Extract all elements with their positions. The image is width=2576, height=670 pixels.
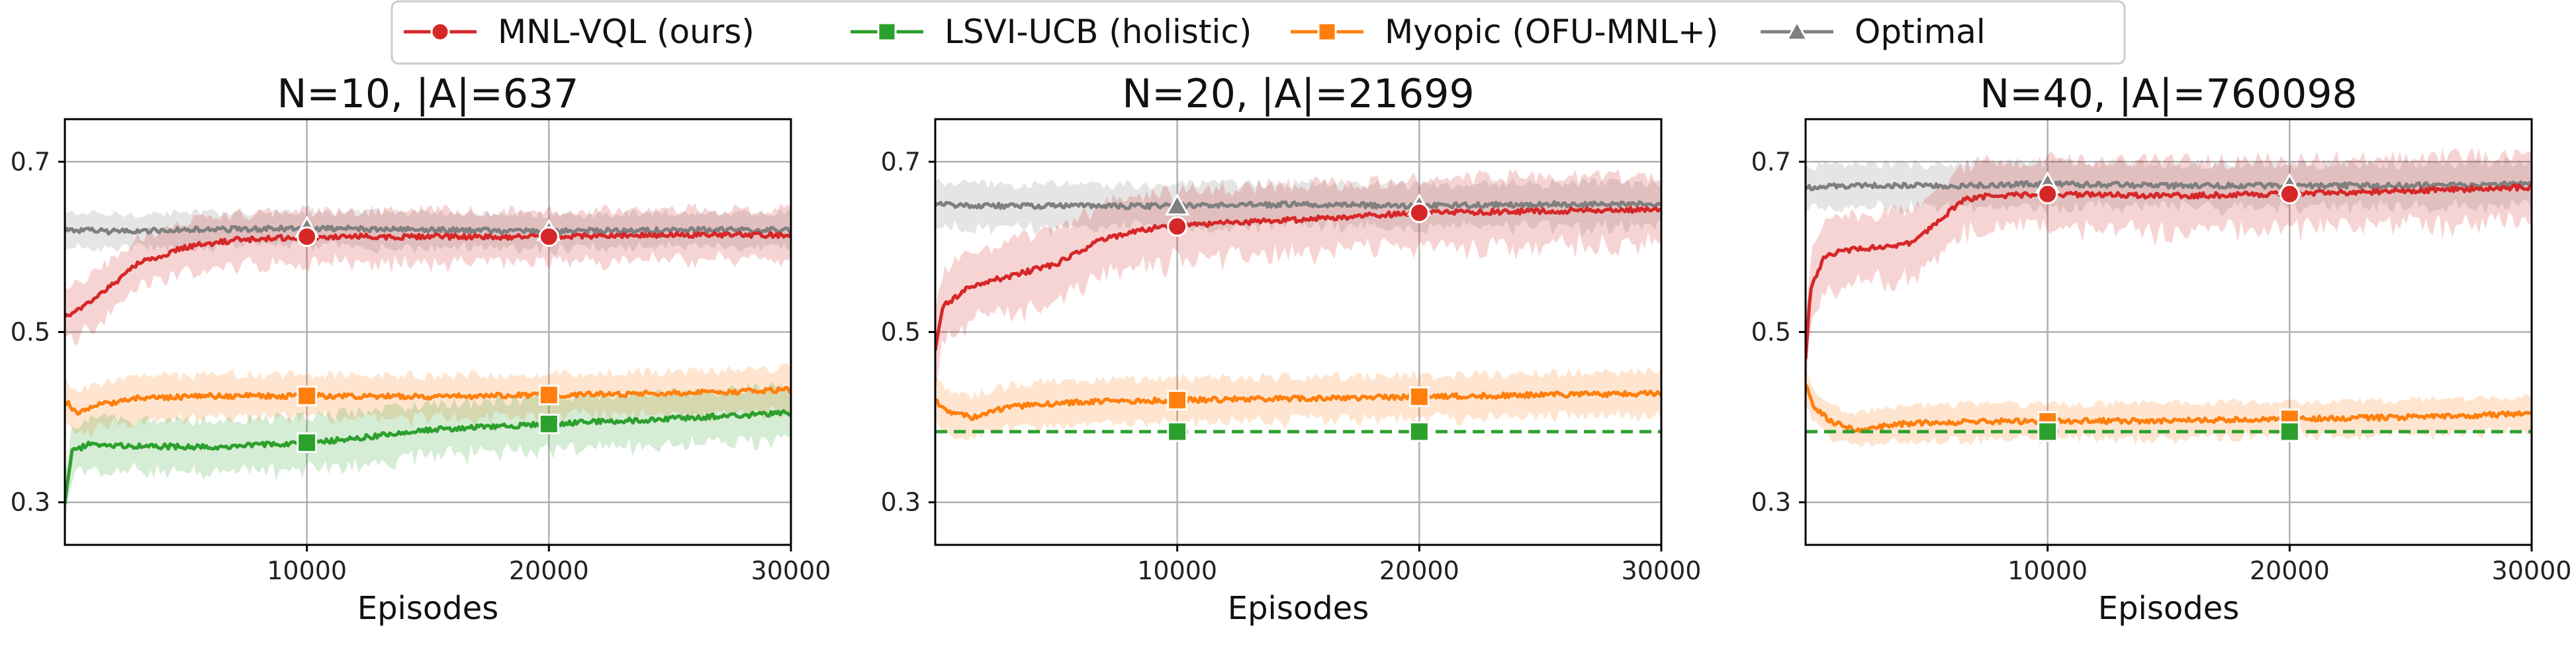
data-point-lsvi-ucb-holistic [2037,421,2058,442]
legend-entry-lsvi-ucb-holistic: LSVI-UCB (holistic) [851,13,1252,51]
x-tick-label: 30000 [751,556,831,585]
legend-label: MNL-VQL (ours) [498,13,755,51]
data-point-myopic-ofu-mnl [297,385,318,407]
x-axis-label: Episodes [357,590,499,627]
legend-marker [1317,22,1337,42]
x-tick-label: 20000 [509,556,589,585]
series-band-myopic-ofu-mnl [935,367,1661,441]
data-point-myopic-ofu-mnl [1408,386,1430,407]
series-line-optimal [65,224,791,236]
x-axis-label: Episodes [1228,590,1369,627]
series-line-myopic-ofu-mnl [935,389,1661,421]
series-line-mnl-vql-ours [65,230,791,318]
series-line-lsvi-ucb-holistic [65,409,791,504]
plot-area [65,203,791,530]
y-tick-label: 0.3 [11,488,50,517]
data-point-mnl-vql-ours [1167,216,1188,237]
chart-title: N=40, |A|=760098 [1980,71,2357,117]
x-tick-label: 20000 [2250,556,2330,585]
series-line-mnl-vql-ours [935,206,1661,352]
data-point-lsvi-ucb-holistic [297,432,318,454]
y-tick-label: 0.7 [1751,147,1791,176]
x-tick-label: 10000 [2007,556,2088,585]
y-tick-label: 0.7 [881,147,921,176]
x-tick-label: 30000 [1622,556,1702,585]
legend-marker [430,22,450,42]
legend-entry-optimal: Optimal [1761,13,1986,51]
y-tick-label: 0.3 [881,488,921,517]
chart-panel-3: 10000 20000 30000 0.3 0.5 0.7 N=40, |A|=760098… [1751,71,2572,627]
legend-entry-mnl-vql-ours: MNL-VQL (ours) [404,13,755,51]
data-point-mnl-vql-ours [297,226,318,247]
data-point-mnl-vql-ours [2037,183,2058,205]
series-band-lsvi-ucb-holistic [65,382,791,530]
x-tick-label: 20000 [1379,556,1459,585]
x-axis-label: Episodes [2098,590,2240,627]
y-tick-label: 0.7 [11,147,50,176]
y-tick-label: 0.5 [1751,318,1791,347]
series-band-myopic-ofu-mnl [65,363,791,437]
data-point-lsvi-ucb-holistic [1408,421,1430,442]
legend-box [391,0,2126,65]
legend-label: LSVI-UCB (holistic) [944,13,1252,51]
legend-entry-myopic-ofu-mnl: Myopic (OFU-MNL+) [1291,13,1718,51]
y-tick-label: 0.5 [881,318,921,347]
plot-area [1806,147,2532,448]
data-point-mnl-vql-ours [2279,183,2300,205]
data-point-myopic-ofu-mnl [538,385,559,406]
series-line-mnl-vql-ours [1806,183,2532,359]
chart-panel-2: 10000 20000 30000 0.3 0.5 0.7 N=20, |A|=21699 E… [881,71,1702,627]
legend: MNL-VQL (ours) LSVI-UCB (holistic) Myopic … [391,0,2126,65]
legend-marker [877,22,897,42]
series-band-myopic-ofu-mnl [1806,364,2532,448]
data-point-lsvi-ucb-holistic [538,413,559,434]
series-line-myopic-ofu-mnl [1806,383,2532,434]
y-tick-label: 0.3 [1751,488,1791,517]
legend-label: Optimal [1855,13,1986,51]
chart-panels: 10000 20000 30000 0.3 0.5 0.7 N=10, |A|=637 Epi… [11,71,2572,627]
legend-marker [1785,19,1809,41]
data-point-optimal [1165,193,1190,216]
data-point-myopic-ofu-mnl [1167,389,1188,410]
series-line-optimal [1806,180,2532,191]
x-tick-label: 10000 [267,556,347,585]
data-point-lsvi-ucb-holistic [1167,421,1188,442]
chart-panel-1: 10000 20000 30000 0.3 0.5 0.7 N=10, |A|=637 Epi… [11,71,831,627]
data-point-mnl-vql-ours [1408,202,1430,223]
data-point-lsvi-ucb-holistic [2279,421,2300,442]
x-tick-label: 30000 [2492,556,2572,585]
chart-title: N=10, |A|=637 [277,71,579,117]
chart-title: N=20, |A|=21699 [1122,71,1474,117]
x-tick-label: 10000 [1137,556,1217,585]
data-point-mnl-vql-ours [538,226,559,247]
series-band-mnl-vql-ours [935,168,1661,393]
series-band-mnl-vql-ours [1806,147,2532,399]
series-line-optimal [935,200,1661,211]
series-line-myopic-ofu-mnl [65,385,791,416]
legend-label: Myopic (OFU-MNL+) [1385,13,1718,51]
series-band-optimal [935,177,1661,236]
plot-area [935,168,1661,441]
y-tick-label: 0.5 [11,318,50,347]
